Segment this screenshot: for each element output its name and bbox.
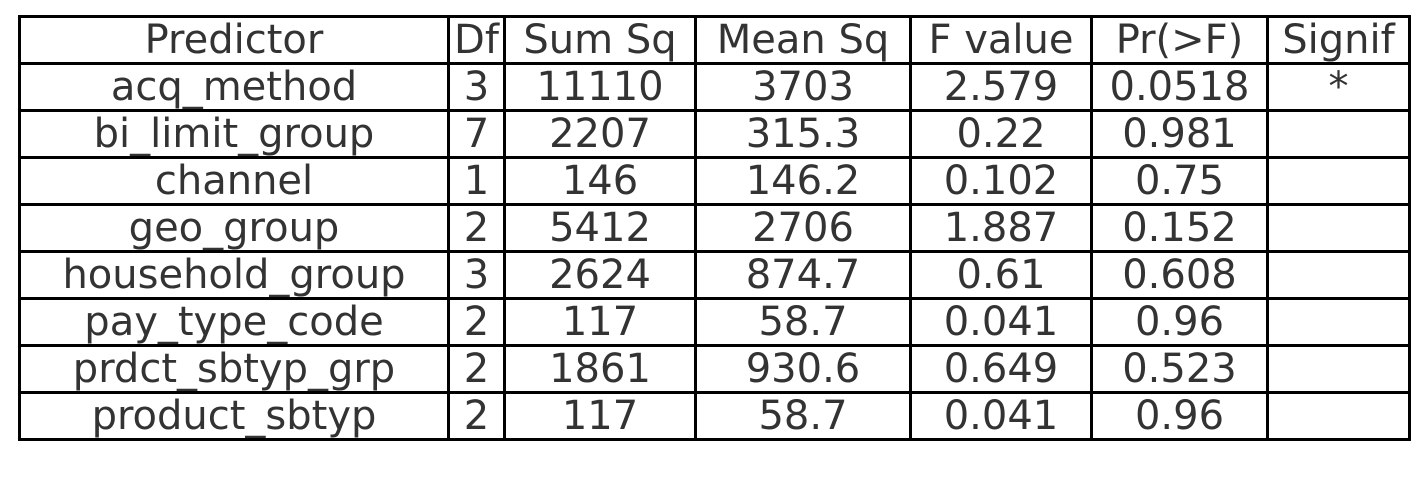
cell-df: 3 xyxy=(447,62,506,112)
cell-p-value: 0.152 xyxy=(1090,203,1269,253)
cell-f-value: 0.649 xyxy=(909,344,1093,394)
cell-mean-sq: 874.7 xyxy=(694,250,912,300)
table-row: geo_group 2 5412 2706 1.887 0.152 xyxy=(18,203,1411,253)
cell-signif xyxy=(1266,109,1411,159)
cell-df: 2 xyxy=(447,344,506,394)
cell-p-value: 0.96 xyxy=(1090,391,1269,441)
cell-f-value: 0.61 xyxy=(909,250,1093,300)
cell-f-value: 0.041 xyxy=(909,391,1093,441)
header-p-value: Pr(>F) xyxy=(1090,15,1269,65)
cell-predictor: channel xyxy=(18,156,450,206)
cell-predictor: prdct_sbtyp_grp xyxy=(18,344,450,394)
cell-sum-sq: 146 xyxy=(503,156,697,206)
cell-p-value: 0.523 xyxy=(1090,344,1269,394)
table-row: household_group 3 2624 874.7 0.61 0.608 xyxy=(18,250,1411,300)
cell-predictor: pay_type_code xyxy=(18,297,450,347)
table-row: pay_type_code 2 117 58.7 0.041 0.96 xyxy=(18,297,1411,347)
header-f-value: F value xyxy=(909,15,1093,65)
cell-signif xyxy=(1266,250,1411,300)
cell-p-value: 0.608 xyxy=(1090,250,1269,300)
cell-signif xyxy=(1266,156,1411,206)
cell-predictor: household_group xyxy=(18,250,450,300)
cell-mean-sq: 2706 xyxy=(694,203,912,253)
cell-df: 2 xyxy=(447,203,506,253)
anova-table: Predictor Df Sum Sq Mean Sq F value Pr(>… xyxy=(18,15,1411,441)
header-row: Predictor Df Sum Sq Mean Sq F value Pr(>… xyxy=(18,15,1411,65)
cell-sum-sq: 1861 xyxy=(503,344,697,394)
cell-sum-sq: 5412 xyxy=(503,203,697,253)
cell-predictor: bi_limit_group xyxy=(18,109,450,159)
cell-f-value: 0.041 xyxy=(909,297,1093,347)
table-row: acq_method 3 11110 3703 2.579 0.0518 * xyxy=(18,62,1411,112)
cell-predictor: acq_method xyxy=(18,62,450,112)
cell-f-value: 0.102 xyxy=(909,156,1093,206)
cell-predictor: product_sbtyp xyxy=(18,391,450,441)
cell-sum-sq: 117 xyxy=(503,297,697,347)
cell-df: 2 xyxy=(447,391,506,441)
header-predictor: Predictor xyxy=(18,15,450,65)
cell-f-value: 1.887 xyxy=(909,203,1093,253)
table-row: channel 1 146 146.2 0.102 0.75 xyxy=(18,156,1411,206)
cell-sum-sq: 2624 xyxy=(503,250,697,300)
cell-predictor: geo_group xyxy=(18,203,450,253)
cell-signif xyxy=(1266,391,1411,441)
cell-sum-sq: 2207 xyxy=(503,109,697,159)
header-df: Df xyxy=(447,15,506,65)
cell-mean-sq: 58.7 xyxy=(694,391,912,441)
cell-mean-sq: 58.7 xyxy=(694,297,912,347)
table-row: prdct_sbtyp_grp 2 1861 930.6 0.649 0.523 xyxy=(18,344,1411,394)
cell-signif xyxy=(1266,344,1411,394)
cell-mean-sq: 146.2 xyxy=(694,156,912,206)
cell-signif xyxy=(1266,297,1411,347)
cell-f-value: 0.22 xyxy=(909,109,1093,159)
cell-sum-sq: 11110 xyxy=(503,62,697,112)
table-row: bi_limit_group 7 2207 315.3 0.22 0.981 xyxy=(18,109,1411,159)
header-mean-sq: Mean Sq xyxy=(694,15,912,65)
table-row: product_sbtyp 2 117 58.7 0.041 0.96 xyxy=(18,391,1411,441)
cell-f-value: 2.579 xyxy=(909,62,1093,112)
header-signif: Signif xyxy=(1266,15,1411,65)
cell-p-value: 0.981 xyxy=(1090,109,1269,159)
cell-df: 7 xyxy=(447,109,506,159)
cell-p-value: 0.75 xyxy=(1090,156,1269,206)
cell-df: 1 xyxy=(447,156,506,206)
cell-p-value: 0.0518 xyxy=(1090,62,1269,112)
cell-p-value: 0.96 xyxy=(1090,297,1269,347)
cell-sum-sq: 117 xyxy=(503,391,697,441)
cell-df: 3 xyxy=(447,250,506,300)
cell-signif xyxy=(1266,203,1411,253)
cell-mean-sq: 930.6 xyxy=(694,344,912,394)
cell-mean-sq: 315.3 xyxy=(694,109,912,159)
cell-signif: * xyxy=(1266,62,1411,112)
header-sum-sq: Sum Sq xyxy=(503,15,697,65)
cell-df: 2 xyxy=(447,297,506,347)
cell-mean-sq: 3703 xyxy=(694,62,912,112)
